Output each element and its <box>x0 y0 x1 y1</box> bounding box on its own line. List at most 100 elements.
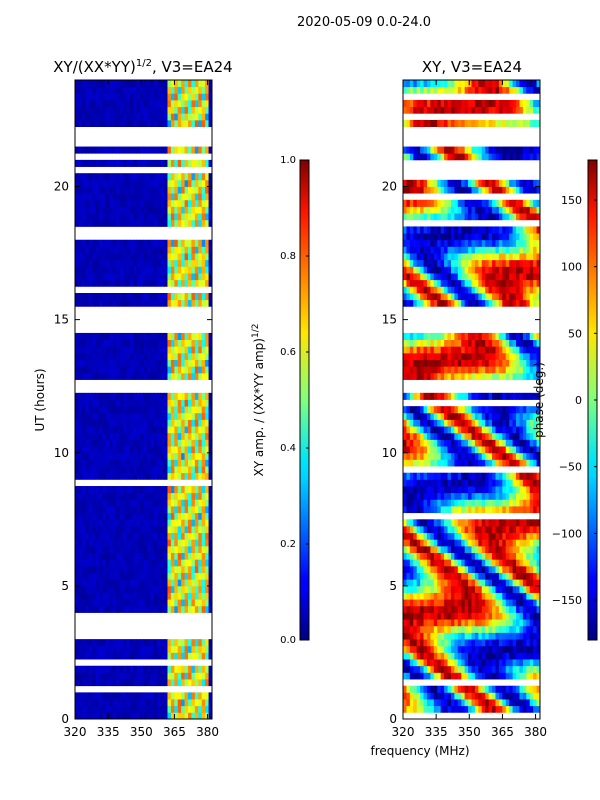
heatmap-cell <box>126 446 131 454</box>
heatmap-cell <box>109 119 114 127</box>
heatmap-cell <box>116 699 120 707</box>
heatmap-cell <box>430 506 435 514</box>
heatmap-cell <box>437 659 442 667</box>
heatmap-cell <box>464 346 469 354</box>
heatmap-cell <box>437 392 442 400</box>
heatmap-cell <box>485 419 490 427</box>
heatmap-cell <box>416 492 421 500</box>
x-tick-label: 350 <box>130 725 153 739</box>
heatmap-cell <box>153 692 158 700</box>
heatmap-cell <box>205 532 209 540</box>
heatmap-cell <box>522 625 527 633</box>
heatmap-cell <box>430 525 435 534</box>
heatmap-cell <box>450 525 455 534</box>
heatmap-cell <box>129 645 134 653</box>
heatmap-cell <box>481 559 486 567</box>
heatmap-cell <box>133 399 138 407</box>
heatmap-cell <box>430 439 435 447</box>
heatmap-cell <box>437 619 442 627</box>
heatmap-cell <box>188 293 192 301</box>
heatmap-cell <box>184 246 189 254</box>
heatmap-cell <box>160 525 165 534</box>
heatmap-cell <box>92 705 96 713</box>
heatmap-cell <box>437 672 442 680</box>
heatmap-cell <box>122 213 127 221</box>
heatmap-cell <box>188 106 192 114</box>
heatmap-cell <box>170 246 175 254</box>
heatmap-cell <box>454 432 459 440</box>
heatmap-cell <box>502 545 507 553</box>
heatmap-cell <box>201 213 206 221</box>
heatmap-cell <box>164 432 168 440</box>
heatmap-cell <box>102 605 107 613</box>
heatmap-cell <box>474 486 479 494</box>
heatmap-cell <box>109 452 114 460</box>
heatmap-cell <box>85 366 90 374</box>
heatmap-cell <box>444 559 448 567</box>
heatmap-cell <box>181 652 186 660</box>
heatmap-cell <box>136 173 141 181</box>
heatmap-cell <box>416 506 421 514</box>
heatmap-cell <box>157 359 162 367</box>
heatmap-cell <box>122 499 127 507</box>
heatmap-cell <box>129 352 134 360</box>
heatmap-cell <box>416 585 421 593</box>
heatmap-cell <box>198 332 203 340</box>
heatmap-cell <box>478 645 483 653</box>
heatmap-cell <box>140 419 144 427</box>
heatmap-cell <box>181 572 186 580</box>
heatmap-cell <box>488 659 493 667</box>
heatmap-cell <box>174 679 179 687</box>
heatmap-cell <box>498 632 503 640</box>
heatmap-cell <box>81 186 86 194</box>
heatmap-cell <box>150 332 155 340</box>
heatmap-cell <box>143 146 148 154</box>
heatmap-cell <box>164 392 168 400</box>
heatmap-cell <box>447 539 452 547</box>
heatmap-cell <box>133 592 138 600</box>
heatmap-cell <box>492 619 496 627</box>
heatmap-cell <box>181 366 186 374</box>
heatmap-cell <box>413 572 418 580</box>
heatmap-cell <box>509 366 514 374</box>
heatmap-cell <box>146 246 151 254</box>
heatmap-cell <box>468 552 472 560</box>
heatmap-cell <box>81 532 86 540</box>
heatmap-cell <box>471 412 476 420</box>
heatmap-cell <box>533 665 537 673</box>
heatmap-cell <box>184 506 189 514</box>
heatmap-cell <box>495 559 500 567</box>
heatmap-cell <box>102 439 107 447</box>
heatmap-cell <box>143 439 148 447</box>
heatmap-cell <box>191 572 196 580</box>
heatmap-cell <box>167 652 172 660</box>
heatmap-cell <box>157 352 162 360</box>
heatmap-cell <box>516 419 520 427</box>
heatmap-cell <box>450 532 455 540</box>
heatmap-cell <box>160 80 165 88</box>
heatmap-cell <box>129 86 134 94</box>
heatmap-cell <box>92 372 96 380</box>
heatmap-cell <box>201 93 206 101</box>
heatmap-cell <box>126 466 131 474</box>
heatmap-cell <box>457 665 462 673</box>
heatmap-cell <box>75 193 79 201</box>
heatmap-cell <box>174 253 179 261</box>
heatmap-cell <box>522 492 527 500</box>
heatmap-cell <box>85 119 90 127</box>
heatmap-cell <box>205 219 209 227</box>
heatmap-cell <box>143 492 148 500</box>
heatmap-cell <box>164 512 168 520</box>
heatmap-cell <box>116 545 120 553</box>
heatmap-cell <box>174 525 179 534</box>
heatmap-cell <box>92 412 96 420</box>
heatmap-cell <box>498 452 503 460</box>
heatmap-cell <box>133 559 138 567</box>
heatmap-cell <box>188 699 192 707</box>
heatmap-cell <box>426 652 431 660</box>
heatmap-cell <box>85 639 90 647</box>
heatmap-cell <box>502 632 507 640</box>
heatmap-cell <box>146 372 151 380</box>
heatmap-cell <box>478 659 483 667</box>
heatmap-cell <box>98 565 103 573</box>
